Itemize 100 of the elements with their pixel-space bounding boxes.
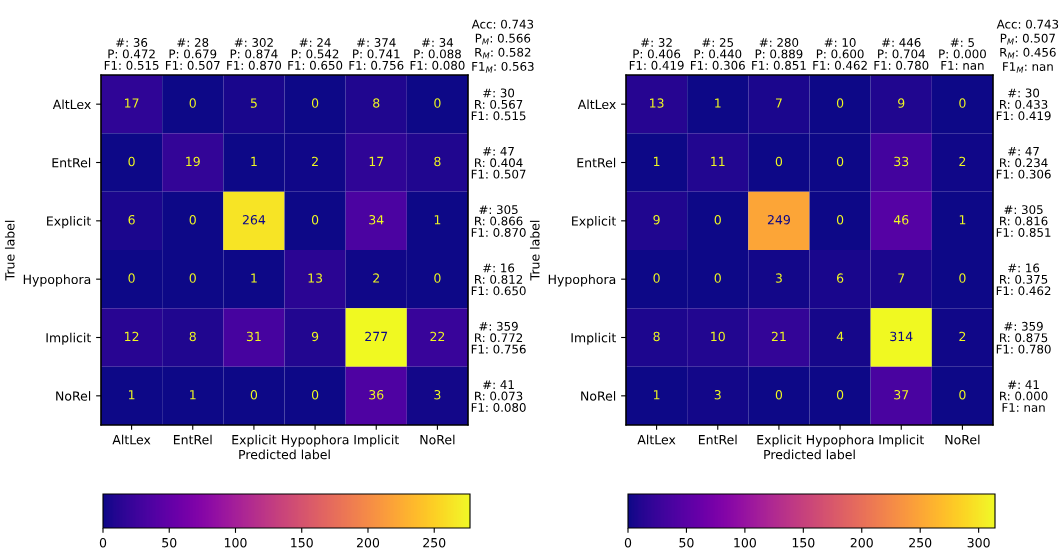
y2-tick-label: #: 359 R: 0.875 F1: 0.780	[996, 321, 1051, 354]
y2-tick-label: #: 16 R: 0.375 F1: 0.462	[996, 263, 1051, 296]
y-axis-title: True label	[529, 220, 540, 281]
color-bar-label: 50	[679, 537, 694, 548]
data-label: 2	[312, 156, 318, 166]
y2-tick-label: #: 30 R: 0.433 F1: 0.419	[996, 88, 1051, 121]
data-label: 0	[959, 98, 966, 108]
y-tick-label: Explicit	[47, 216, 91, 229]
data-label: 0	[959, 273, 966, 283]
y2-tick-label: #: 47 R: 0.404 F1: 0.507	[471, 146, 526, 179]
data-label: 0	[836, 98, 844, 108]
color-bar-label: 250	[423, 537, 446, 548]
data-label: 0	[311, 98, 319, 108]
text: #: 25 P: 0.440 F1: 0.306	[690, 38, 745, 70]
color-bar-label: 250	[909, 537, 932, 548]
data-label: 34	[369, 215, 384, 225]
y2-tick-label: #: 359 R: 0.772 F1: 0.756	[471, 321, 526, 354]
y2-tick-label: #: 41 R: 0.073 F1: 0.080	[471, 380, 526, 412]
y-tick-label: Implicit	[571, 332, 616, 345]
data-label: 9	[898, 98, 905, 108]
data-label: 36	[369, 390, 384, 400]
text: Acc: 0.743 P$_{M}$: 0.566 R$_{M}$: 0.582 F1$_{M}$: 0.563	[471, 19, 534, 73]
data-label: 0	[311, 390, 319, 400]
data-label: 0	[775, 390, 783, 400]
color-bar-label: 0	[99, 537, 107, 548]
x-tick-label: Explicit	[757, 434, 802, 447]
data-label: 3	[434, 390, 441, 400]
text: #: 34 P: 0.088 F1: 0.080	[410, 38, 465, 70]
x-tick-label: EntRel	[173, 434, 212, 445]
y-tick-label: EntRel	[52, 157, 91, 168]
data-label: 31	[246, 331, 261, 342]
data-label: 0	[434, 273, 441, 283]
y2-tick-label: #: 305 R: 0.866 F1: 0.870	[471, 205, 526, 237]
data-label: 1	[251, 156, 257, 166]
x-tick-label: Explicit	[232, 434, 277, 447]
data-label: 1	[128, 390, 135, 400]
data-label: 22	[430, 331, 445, 341]
x-axis-title: Predicted label	[764, 449, 855, 460]
x-tick-label: NoRel	[420, 434, 455, 445]
data-label: 19	[186, 156, 200, 167]
data-label: 0	[836, 156, 844, 167]
y-tick-label: Hypophora	[23, 274, 91, 287]
data-label: 0	[434, 98, 441, 108]
color-bar-label: 300	[967, 537, 990, 548]
data-label: 8	[434, 156, 441, 167]
data-label: 0	[714, 273, 721, 283]
data-label: 8	[189, 331, 196, 342]
data-label: 2	[373, 273, 379, 283]
text: #: 32 P: 0.406 F1: 0.419	[629, 38, 684, 70]
y-tick-label: AltLex	[52, 99, 91, 110]
data-label: 4	[836, 331, 844, 341]
text: #: 36 P: 0.472 F1: 0.515	[104, 38, 159, 70]
data-label: 8	[373, 98, 380, 108]
data-label: 21	[771, 331, 786, 341]
data-label: 0	[250, 390, 258, 400]
x-tick-label: NoRel	[945, 434, 980, 445]
data-label: 0	[836, 390, 844, 400]
x-tick-label: Implicit	[879, 434, 924, 447]
color-bar-label: 100	[224, 537, 247, 548]
text: #: 10 P: 0.600 F1: 0.462	[813, 38, 867, 70]
data-label: 3	[775, 273, 782, 283]
data-label: 1	[190, 390, 196, 400]
color-bar-label: 0	[624, 537, 632, 548]
y-axis-title: True label	[4, 220, 15, 281]
y2-tick-label: #: 16 R: 0.812 F1: 0.650	[471, 263, 526, 296]
y2-tick-label: #: 47 R: 0.234 F1: 0.306	[996, 146, 1051, 179]
data-label: 5	[250, 98, 257, 108]
data-label: 1	[959, 215, 966, 225]
data-label: 11	[711, 156, 725, 166]
data-label: 2	[959, 331, 966, 341]
data-label: 7	[775, 98, 782, 108]
text: #: 374 P: 0.741 F1: 0.756	[349, 38, 404, 70]
data-label: 13	[650, 98, 664, 108]
x-tick-label: EntRel	[698, 434, 737, 445]
color-bar-label: 50	[162, 537, 177, 548]
data-label: 9	[653, 215, 660, 225]
x-tick-label: Implicit	[354, 434, 399, 447]
y-tick-label: AltLex	[577, 99, 616, 110]
data-label: 8	[653, 331, 660, 342]
data-label: 0	[128, 156, 135, 167]
data-label: 7	[898, 273, 905, 283]
x-tick-label: Hypophora	[806, 434, 874, 447]
y-tick-label: Implicit	[46, 332, 91, 345]
color-bar-label: 150	[792, 537, 815, 548]
text: #: 5 P: 0.000 F1: nan	[939, 38, 986, 70]
data-label: 0	[836, 215, 844, 225]
data-label: 1	[715, 98, 721, 108]
data-label: 2	[959, 156, 966, 166]
data-label: 0	[714, 215, 721, 225]
y-tick-label: Hypophora	[548, 274, 616, 287]
data-label: 6	[836, 273, 844, 283]
data-label: 6	[128, 215, 135, 225]
data-label: 0	[189, 273, 196, 283]
y2-tick-label: #: 41 R: 0.000 F1: nan	[1000, 380, 1048, 412]
text: #: 28 P: 0.679 F1: 0.507	[165, 38, 220, 70]
y-tick-label: EntRel	[577, 157, 616, 168]
y2-tick-label: #: 305 R: 0.816 F1: 0.851	[996, 205, 1051, 237]
data-label: 0	[189, 98, 196, 108]
data-label: 13	[308, 273, 323, 283]
data-label: 264	[242, 215, 266, 225]
